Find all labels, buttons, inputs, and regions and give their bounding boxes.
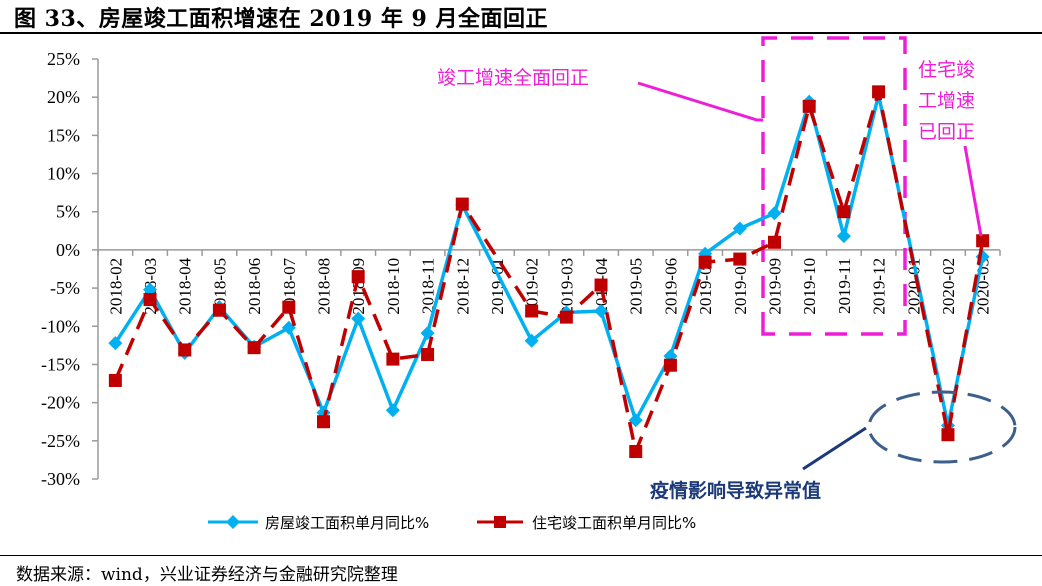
x-tick-label: 2018-08: [315, 258, 334, 315]
square-marker: [386, 352, 400, 366]
legend-label-total: 房屋竣工面积单月同比%: [265, 514, 429, 532]
diamond-marker: [594, 304, 609, 318]
x-tick-label: 2019-03: [557, 258, 576, 315]
y-tick-label: 5%: [56, 202, 80, 222]
highlight-box: [761, 36, 907, 336]
square-marker: [108, 373, 122, 387]
annotation-residential-positive: 工增速: [918, 90, 975, 112]
y-tick-label: 25%: [47, 49, 80, 69]
x-tick-label: 2018-06: [245, 258, 264, 315]
y-tick-label: -20%: [41, 393, 80, 413]
diamond-marker: [628, 413, 643, 428]
square-marker: [143, 293, 157, 307]
annotation-residential-leader: [963, 145, 983, 237]
y-tick-label: 0%: [56, 240, 80, 260]
annotation-epidemic-leader: [802, 426, 867, 471]
line-chart: 25% 20% 15% 10% 5% 0% -5% -10% -15% -20% -25% -30% 2…: [41, 36, 1017, 532]
annotation-all-positive: 竣工增速全面回正: [437, 67, 589, 89]
y-tick-label: 10%: [47, 164, 80, 184]
square-marker: [837, 205, 851, 219]
x-tick-label: 2018-04: [176, 257, 195, 314]
x-tick-label: 2020-01: [904, 258, 923, 315]
y-tick-label: -10%: [41, 316, 80, 336]
y-tick-label: -5%: [50, 278, 80, 298]
square-marker: [802, 99, 816, 113]
diamond-marker: [351, 311, 366, 326]
diamond-marker: [732, 221, 747, 236]
y-tick-label: 15%: [47, 125, 80, 145]
x-tick-label: 2019-12: [870, 258, 889, 315]
square-marker: [317, 415, 330, 429]
highlight-rect: [761, 36, 907, 336]
series-line-residential: [113, 90, 985, 454]
square-marker: [525, 304, 539, 318]
x-tick-label: 2018-07: [280, 257, 299, 314]
y-tick-label: -30%: [41, 469, 80, 489]
square-marker: [872, 85, 886, 99]
legend-label-residential: 住宅竣工面积单月同比%: [532, 514, 696, 532]
square-marker: [351, 270, 365, 284]
x-tick-label: 2019-08: [731, 258, 750, 315]
square-marker: [282, 300, 296, 314]
square-marker: [421, 348, 435, 362]
square-marker: [733, 252, 747, 266]
square-marker: [212, 303, 226, 317]
square-marker: [663, 358, 677, 372]
annotation-residential-positive: 住宅竣: [918, 59, 975, 81]
square-marker: [455, 197, 469, 211]
x-tick-label: 2018-11: [419, 258, 438, 314]
chart-legend: 房屋竣工面积单月同比% 住宅竣工面积单月同比%: [208, 514, 696, 532]
annotation-epidemic: 疫情影响导致异常值: [650, 479, 821, 502]
x-tick-label: 2018-12: [453, 258, 472, 315]
chart-axes: 25% 20% 15% 10% 5% 0% -5% -10% -15% -20% -25% -30% 2…: [41, 49, 1001, 489]
x-tick-label: 2019-11: [835, 258, 854, 314]
legend-diamond-icon: [226, 515, 240, 529]
chart-series: [108, 85, 990, 459]
square-marker: [941, 428, 955, 442]
diamond-marker: [524, 333, 539, 348]
x-tick-label: 2018-02: [106, 258, 125, 315]
square-marker: [594, 278, 608, 292]
x-tick-label: 2018-10: [384, 258, 403, 315]
annotation-all-positive-leader: [637, 81, 763, 122]
legend-square-icon: [494, 516, 506, 528]
square-marker: [178, 343, 192, 357]
y-tick-label: -15%: [41, 354, 80, 374]
square-marker: [768, 235, 781, 249]
y-tick-label: -25%: [41, 431, 80, 451]
annotation-residential-positive: 已回正: [918, 121, 975, 143]
diamond-marker: [767, 206, 782, 221]
square-marker: [629, 445, 643, 459]
x-tick-label: 2019-05: [627, 258, 646, 315]
square-marker: [247, 341, 261, 355]
square-marker: [559, 310, 573, 324]
x-tick-label: 2019-06: [661, 258, 680, 315]
figure-title: 图 33、房屋竣工面积增速在 2019 年 9 月全面回正: [14, 6, 548, 32]
x-tick-label: 2019-10: [800, 258, 819, 315]
x-tick-label: 2018-05: [210, 258, 229, 315]
square-marker: [698, 255, 712, 269]
x-tick-label: 2020-02: [939, 258, 958, 315]
square-marker: [976, 234, 990, 248]
epidemic-ellipse: [867, 390, 1017, 464]
title-divider: [0, 32, 1042, 34]
x-tick-label: 2019-07: [696, 257, 715, 314]
x-tick-label: 2019-02: [523, 258, 542, 315]
source-note: 数据来源：wind，兴业证券经济与金融研究院整理: [16, 565, 398, 585]
diamond-marker: [385, 403, 400, 418]
x-tick-label: 2019-01: [488, 258, 507, 315]
x-tick-label: 2019-09: [766, 258, 785, 315]
diamond-marker: [108, 336, 123, 351]
y-tick-label: 20%: [47, 87, 80, 107]
diamond-marker: [836, 229, 851, 244]
source-divider: [0, 555, 1042, 556]
